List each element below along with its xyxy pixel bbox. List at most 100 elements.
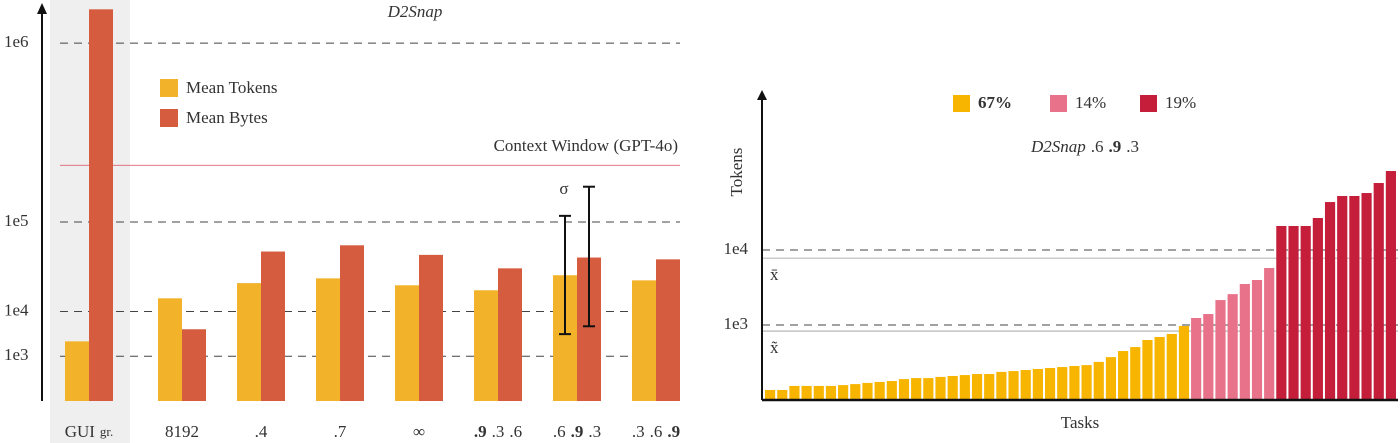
legend-swatch [160,109,178,127]
bar [316,278,340,401]
bar [656,259,680,401]
bar [1337,195,1348,400]
chart-title-part: D2Snap [387,2,443,21]
chart-title: D2Snap [387,2,443,21]
x-tick-label-part: .9 [571,422,584,441]
x-tick-label-part: GUI [65,422,96,441]
bar [1020,370,1031,400]
legend-swatch [160,79,178,97]
bar [395,285,419,401]
bar [237,283,261,401]
bar [1093,361,1104,400]
bar [89,9,113,401]
x-tick-label-part: .6 [650,422,663,441]
x-tick-label: .4 [255,422,268,441]
y-tick-label: 1e3 [4,345,29,364]
error-bar [559,214,571,336]
bar [1057,367,1068,400]
chart-title: D2Snap .6 .9.3 [1030,137,1139,156]
bar [1239,284,1250,400]
bar [182,329,206,401]
chart-title-part: .9 [1109,137,1122,156]
chart-title-part: .6 [1091,137,1104,156]
bar [838,385,849,400]
x-tick-label-part: .3 [588,422,601,441]
reference-label: Context Window (GPT-4o) [494,136,678,155]
legend-swatch [1140,95,1157,112]
reference-label: x̃ [770,338,779,357]
bar [850,384,861,400]
x-tick-label-part: .9 [474,422,487,441]
bar [898,379,910,400]
x-tick-label-part: gr. [100,424,113,439]
bar [1166,333,1177,400]
bar [1251,280,1263,400]
bar [261,251,285,401]
bar [1178,325,1190,400]
x-tick-label: 8192 [165,422,199,441]
bar [765,389,776,400]
y-axis-arrow [37,3,47,14]
bar [1130,347,1141,400]
bar [498,268,522,401]
bar [984,374,995,400]
bar [632,280,656,401]
bar [1118,351,1129,400]
x-tick-label: ∞ [413,422,425,441]
x-tick-label: .7 [334,422,347,441]
bar [789,385,800,400]
bar [158,298,182,401]
y-axis-label: Tokens [727,148,746,197]
y-tick-label: 1e5 [4,211,29,230]
bar [1105,357,1117,400]
x-tick-label-part: ∞ [413,422,425,441]
x-tick-label: .9 .3.6 [474,422,522,441]
legend-label: 19% [1165,93,1196,112]
bar [862,382,873,400]
x-tick-label-part: .7 [334,422,347,441]
y-tick-label: 1e4 [4,300,29,319]
bar [1008,371,1019,400]
bar [1361,193,1372,400]
y-tick-label: 1e4 [723,239,748,258]
bar [340,245,364,401]
bar [1215,300,1226,400]
bar [959,375,970,400]
legend-swatch [1050,95,1067,112]
bar [1203,314,1214,400]
bar [419,254,443,401]
bar [1300,225,1311,400]
x-axis-label: Tasks [1061,413,1099,432]
y-axis-arrow [757,90,767,100]
y-tick-label: 1e3 [723,314,748,333]
legend-label: Mean Bytes [186,108,268,127]
bar [1044,368,1056,400]
error-bar [583,185,595,328]
bar [996,371,1007,400]
annotation: σ [559,179,568,198]
bar [474,290,498,401]
bar [813,385,824,400]
bar [1069,366,1080,400]
x-tick-label-part: .4 [255,422,268,441]
bar [1349,195,1360,400]
bar [874,381,885,400]
x-tick-label: .3 .6.9 [632,422,680,441]
legend-label: 67% [978,93,1012,112]
x-tick-label: GUI gr. [65,422,114,441]
chart-title-part: D2Snap [1030,137,1086,156]
bar [1288,225,1299,400]
x-tick-label-part: .6 [553,422,566,441]
bar [1081,365,1092,400]
y-tick-label: 1e6 [4,32,29,51]
bar [1373,183,1384,400]
bar [947,375,958,400]
reference-label: x̄ [770,265,779,284]
x-tick-label-part: .3 [632,422,645,441]
legend-swatch [953,95,970,112]
chart-title-part: .3 [1126,137,1139,156]
legend-label: Mean Tokens [186,78,278,97]
bar [1264,268,1275,400]
bar [1276,225,1287,400]
